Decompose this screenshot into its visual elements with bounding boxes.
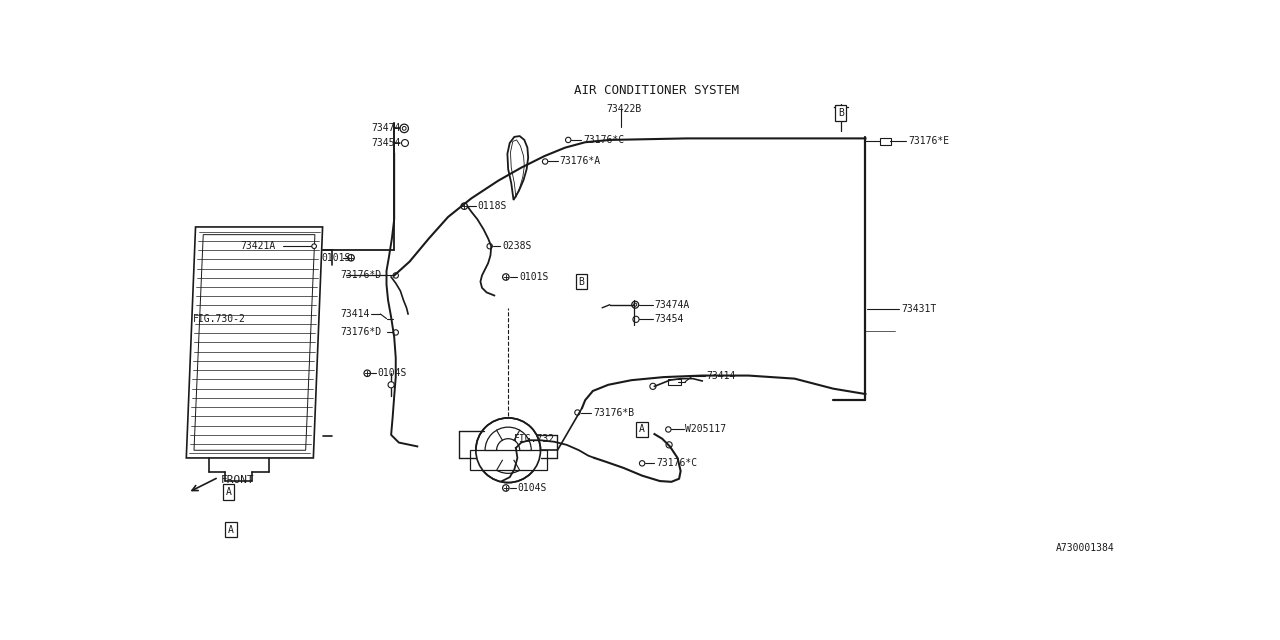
Text: FIG.732: FIG.732 (515, 435, 556, 444)
Text: 0104S: 0104S (517, 483, 547, 493)
Text: AIR CONDITIONER SYSTEM: AIR CONDITIONER SYSTEM (573, 84, 739, 97)
Bar (470, 451, 547, 470)
Circle shape (486, 243, 493, 249)
Circle shape (632, 316, 639, 323)
Text: 73176*D: 73176*D (340, 271, 381, 280)
Text: 73454: 73454 (371, 138, 401, 148)
Circle shape (632, 301, 639, 308)
Text: FRONT: FRONT (221, 474, 255, 484)
Text: A: A (639, 424, 645, 435)
Text: A730001384: A730001384 (1056, 543, 1114, 553)
Circle shape (393, 330, 398, 335)
Circle shape (348, 255, 355, 261)
Text: 73176*C: 73176*C (657, 458, 698, 468)
Text: 73176*C: 73176*C (582, 135, 623, 145)
Polygon shape (507, 136, 529, 200)
Text: 0101S: 0101S (518, 272, 548, 282)
Circle shape (399, 124, 408, 132)
Circle shape (650, 383, 657, 389)
Text: 73454: 73454 (654, 314, 684, 324)
Text: B: B (838, 108, 844, 118)
Circle shape (388, 381, 394, 388)
Circle shape (503, 484, 509, 492)
Bar (668, 379, 681, 385)
Circle shape (476, 418, 540, 483)
Circle shape (503, 274, 509, 280)
Circle shape (543, 159, 548, 164)
Text: 0101S: 0101S (321, 253, 351, 263)
Circle shape (402, 140, 408, 147)
Circle shape (666, 427, 671, 432)
Circle shape (461, 203, 467, 209)
Text: 73414: 73414 (707, 371, 736, 381)
Text: 0118S: 0118S (477, 201, 507, 211)
Text: 0238S: 0238S (502, 241, 531, 251)
Circle shape (364, 370, 370, 376)
Circle shape (640, 461, 645, 466)
Circle shape (566, 137, 571, 143)
Text: B: B (579, 276, 584, 287)
Text: 73414: 73414 (340, 309, 370, 319)
Text: 73422B: 73422B (605, 104, 641, 114)
Text: A: A (225, 487, 232, 497)
Text: 73176*B: 73176*B (593, 408, 634, 417)
Text: 73431T: 73431T (901, 305, 936, 314)
Text: A: A (228, 525, 234, 534)
Circle shape (393, 273, 398, 278)
Text: 0104S: 0104S (378, 368, 407, 378)
Text: 73421A: 73421A (241, 241, 275, 251)
Circle shape (312, 244, 316, 248)
Text: 73176*E: 73176*E (909, 136, 950, 147)
Text: 73176*D: 73176*D (340, 328, 381, 337)
Text: 73176*A: 73176*A (559, 157, 600, 166)
Bar (881, 138, 891, 145)
Text: FIG.730-2: FIG.730-2 (192, 314, 246, 324)
Text: W205117: W205117 (685, 424, 726, 435)
Text: 73474A: 73474A (654, 300, 690, 310)
Circle shape (575, 410, 580, 415)
Text: 73474: 73474 (371, 124, 401, 133)
Circle shape (666, 442, 672, 448)
